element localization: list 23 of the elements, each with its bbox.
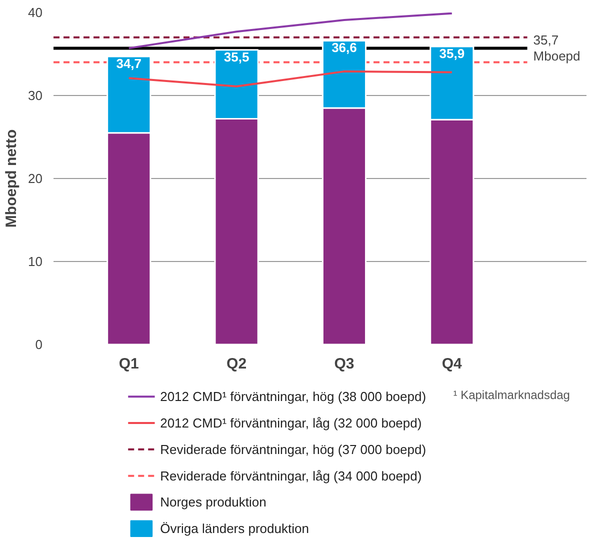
x-tick-label: Q1: [118, 356, 139, 372]
legend-label: Reviderade förväntningar, hög (37 000 boepd): [160, 442, 426, 457]
x-tick-label: Q3: [334, 356, 354, 372]
x-tick-label: Q4: [442, 356, 463, 372]
legend-label: Övriga länders produktion: [160, 521, 309, 536]
line-series: [128, 70, 453, 88]
y-tick-label: 30: [28, 88, 43, 103]
total-label: 34,7: [116, 56, 142, 71]
x-tick-label: Q2: [226, 356, 247, 372]
legend-label: Reviderade förväntningar, låg (34 000 boepd): [160, 468, 422, 484]
legend-label: 2012 CMD¹ förväntningar, låg (32 000 boepd): [160, 416, 422, 431]
text: ¹ Kapitalmarknadsdag: [453, 388, 570, 402]
legend-label: Norges produktion: [160, 494, 266, 510]
y-tick-label: 0: [35, 337, 43, 352]
legend-label: 2012 CMD¹ förväntningar, hög (38 000 boepd): [160, 389, 426, 404]
total-label: 35,5: [224, 49, 250, 64]
total-label: 36,6: [332, 40, 357, 56]
y-tick-label: 10: [28, 254, 43, 269]
ref-line-label: 35,7 Mboepd: [533, 32, 580, 64]
y-tick-label: 20: [28, 171, 43, 186]
y-axis-title: Mboepd netto: [3, 129, 20, 228]
y-tick-label: 40: [28, 5, 43, 20]
total-label: 35,9: [439, 46, 465, 62]
